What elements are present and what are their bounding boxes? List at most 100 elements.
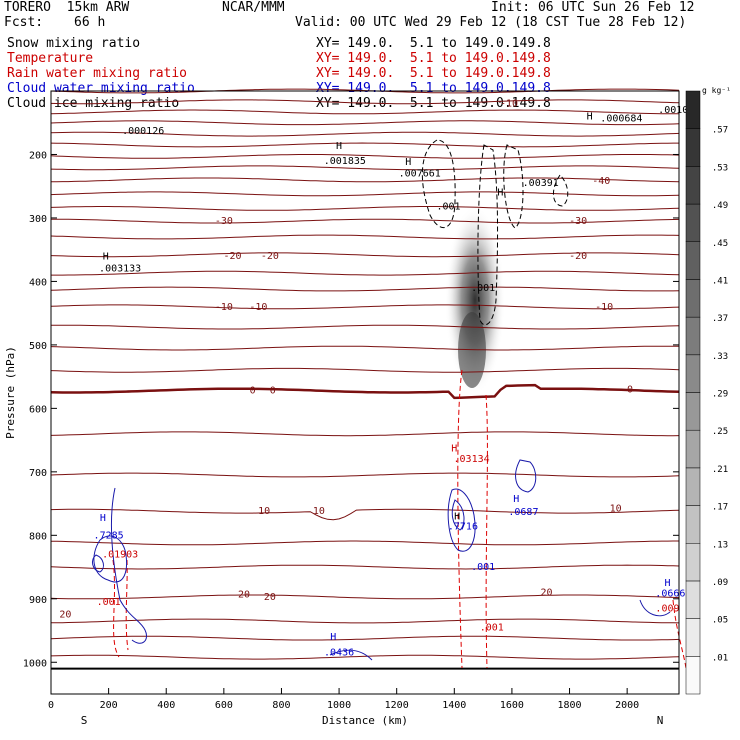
y-tick-label: 900 — [29, 595, 47, 606]
model-title: TORERO 15km ARW — [4, 0, 130, 15]
field-name: Snow mixing ratio — [7, 36, 141, 51]
cloud-water-contour — [639, 599, 671, 617]
temperature-line — [50, 304, 680, 310]
temperature-line — [51, 270, 680, 276]
colorbar-swatch — [685, 392, 701, 431]
temperature-line — [50, 191, 680, 197]
temperature-label: 10 — [258, 506, 270, 517]
y-tick-label: 800 — [29, 531, 47, 542]
colorbar-swatch — [685, 354, 701, 393]
valid-time: Valid: 00 UTC Wed 29 Feb 12 (18 CST Tue … — [295, 15, 687, 30]
cloud-water-max-label: .7716 — [448, 521, 478, 532]
temperature-line — [50, 286, 680, 292]
x-tick-label: 600 — [215, 700, 233, 711]
temperature-line — [50, 252, 680, 258]
temperature-line — [50, 206, 680, 211]
rain-max-label: .001 — [480, 622, 504, 633]
rain-max-label: .009 — [655, 603, 679, 614]
colorbar-unit: g kg⁻¹ — [702, 86, 731, 95]
rain-contour — [672, 599, 687, 669]
colorbar-swatch — [685, 128, 701, 167]
temperature-line — [50, 99, 680, 105]
temperature-line — [50, 654, 680, 660]
high-marker: H — [587, 111, 593, 122]
high-marker: H — [100, 513, 106, 524]
temperature-label: 0 — [250, 386, 256, 397]
y-tick-label: 600 — [29, 404, 47, 415]
snow-max-label: .0010 — [658, 105, 688, 116]
snow-contour — [477, 144, 499, 326]
field-xy: XY= 149.0. 5.1 to 149.0.149.8 — [316, 81, 551, 96]
y-tick-label: 1000 — [23, 658, 47, 669]
high-marker: H — [497, 188, 503, 199]
colorbar-swatch — [685, 429, 701, 469]
colorbar-label: .57 — [712, 126, 728, 136]
cloud-water-contour — [110, 487, 147, 644]
high-marker: H — [454, 511, 460, 522]
rain-max-label: .01903 — [102, 549, 138, 560]
plot-frame — [50, 90, 680, 695]
south-label: S — [81, 714, 88, 727]
temperature-line — [50, 345, 679, 351]
field-xy: XY= 149.0. 5.1 to 149.0.149.8 — [316, 51, 551, 66]
colorbar-label: .05 — [712, 616, 728, 626]
cloud-water-max-label: .001 — [471, 562, 495, 573]
rain-contour — [457, 369, 463, 669]
temperature-label: -20 — [223, 251, 241, 262]
snow-max-label: .00391 — [523, 178, 559, 189]
temperature-line — [50, 142, 679, 148]
x-tick-label: 2000 — [615, 700, 639, 711]
colorbar-label: .41 — [712, 276, 728, 286]
field-name: Temperature — [7, 51, 94, 66]
cloud-water-contour — [451, 499, 465, 531]
x-axis-label: Distance (km) — [322, 714, 408, 727]
snow-max-label: .000126 — [122, 126, 164, 137]
temperature-label: -10 — [249, 302, 267, 313]
cloud-water-contour — [447, 488, 476, 552]
cloud-water-max-label: .0436 — [324, 648, 354, 659]
rain-contour — [125, 559, 129, 651]
colorbar-swatch — [685, 580, 701, 619]
colorbar-swatch — [685, 656, 701, 695]
x-tick-label: 1400 — [442, 700, 466, 711]
temperature-line — [50, 508, 680, 521]
snow-max-label: .001835 — [324, 156, 366, 167]
colorbar-swatch — [685, 203, 701, 242]
temperature-line — [51, 218, 680, 224]
colorbar-label: .21 — [712, 465, 728, 475]
snow-max-label: .001 — [436, 202, 460, 213]
snow-contour — [503, 144, 524, 229]
temperature-line — [50, 154, 680, 159]
temperature-line — [50, 594, 680, 600]
x-tick-label: 800 — [272, 700, 290, 711]
snow-max-label: .003133 — [99, 264, 141, 275]
temperature-line — [50, 635, 680, 641]
temperature-label: -20 — [569, 251, 587, 262]
temperature-label: -10 — [500, 99, 518, 110]
field-name: Rain water mixing ratio — [7, 66, 188, 81]
temperature-line — [50, 120, 680, 126]
colorbar-swatch — [685, 467, 701, 506]
rain-contours — [112, 369, 687, 669]
temperature-line — [51, 618, 680, 624]
temperature-label: 10 — [313, 506, 325, 517]
colorbar-swatch — [685, 316, 701, 356]
colorbar-label: .13 — [712, 540, 728, 550]
colorbar-label: .01 — [712, 653, 728, 663]
temperature-line — [50, 431, 680, 437]
colorbar-swatch — [685, 543, 701, 582]
high-marker: H — [405, 157, 411, 168]
temperature-label: 20 — [238, 589, 250, 600]
field-xy: XY= 149.0. 5.1 to 149.0.149.8 — [316, 36, 551, 51]
snow-max-label: .001 — [471, 283, 495, 294]
temperature-label: -40 — [592, 176, 610, 187]
cloud-water-contour — [329, 649, 373, 661]
cloud-water-max-label: .0666 — [655, 589, 685, 600]
x-tick-label: 400 — [157, 700, 175, 711]
snow-contour — [553, 174, 569, 207]
temperature-line — [50, 367, 680, 373]
x-tick-label: 1000 — [327, 700, 351, 711]
colorbar-swatch — [685, 505, 701, 544]
y-axis-label: Pressure (hPa) — [4, 346, 17, 439]
